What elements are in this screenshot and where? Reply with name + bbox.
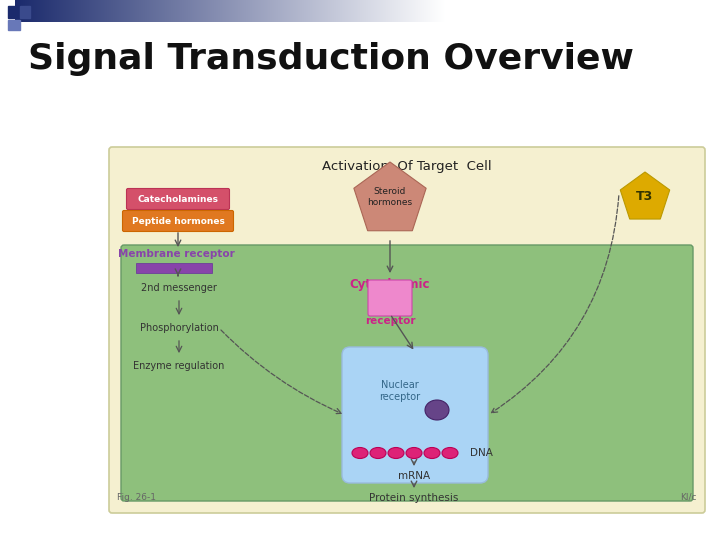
Text: Kl/c: Kl/c	[680, 493, 697, 502]
Text: Nuclear
receptor: Nuclear receptor	[379, 380, 420, 402]
Ellipse shape	[424, 448, 440, 458]
Ellipse shape	[425, 400, 449, 420]
FancyBboxPatch shape	[109, 147, 705, 513]
Text: Signal Transduction Overview: Signal Transduction Overview	[28, 42, 634, 76]
Text: DNA: DNA	[470, 448, 493, 458]
Text: T3: T3	[636, 190, 654, 202]
Text: Peptide hormones: Peptide hormones	[132, 217, 225, 226]
Polygon shape	[620, 172, 670, 219]
Text: Catecholamines: Catecholamines	[138, 194, 218, 204]
FancyBboxPatch shape	[121, 245, 693, 501]
Ellipse shape	[370, 448, 386, 458]
Text: Activation  Of Target  Cell: Activation Of Target Cell	[322, 160, 492, 173]
Bar	[136, 263, 212, 273]
Text: Protein synthesis: Protein synthesis	[369, 493, 459, 503]
Ellipse shape	[442, 448, 458, 458]
FancyBboxPatch shape	[368, 280, 412, 316]
Text: Fig. 26-1: Fig. 26-1	[117, 493, 156, 502]
FancyBboxPatch shape	[122, 211, 233, 232]
Ellipse shape	[388, 448, 404, 458]
Text: mRNA: mRNA	[398, 471, 430, 481]
Bar	[8, 6, 20, 18]
Text: receptor: receptor	[365, 316, 415, 326]
Text: Membrane receptor: Membrane receptor	[117, 249, 235, 259]
Ellipse shape	[406, 448, 422, 458]
Text: Phosphorylation: Phosphorylation	[140, 323, 218, 333]
Polygon shape	[354, 162, 426, 231]
Bar	[8, 20, 20, 30]
Ellipse shape	[352, 448, 368, 458]
Text: Enzyme regulation: Enzyme regulation	[133, 361, 225, 371]
Text: 2nd messenger: 2nd messenger	[141, 283, 217, 293]
FancyBboxPatch shape	[127, 188, 230, 210]
Text: Cytoplasmic: Cytoplasmic	[350, 278, 431, 291]
FancyBboxPatch shape	[342, 347, 488, 483]
Bar	[20, 6, 30, 18]
Text: Steroid
hormones: Steroid hormones	[367, 187, 413, 207]
